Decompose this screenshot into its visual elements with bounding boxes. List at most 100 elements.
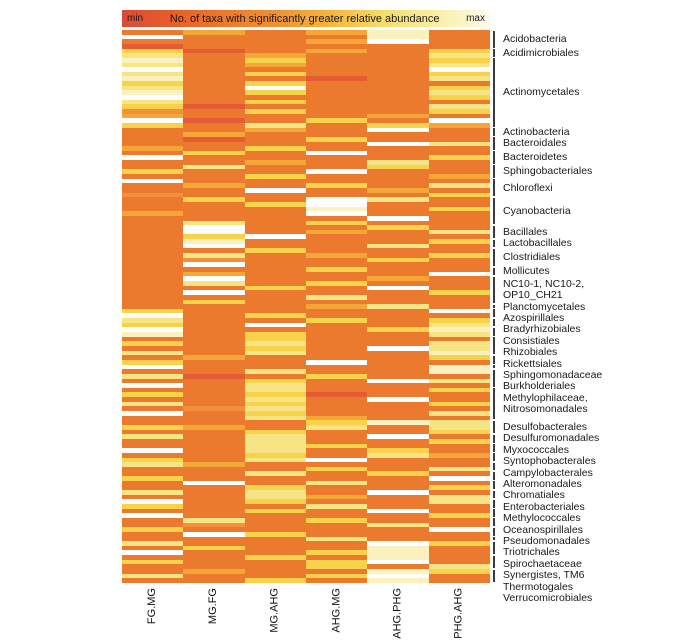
heatmap-cell [244, 480, 306, 486]
heatmap-cell [183, 355, 245, 360]
row-group-tick [493, 318, 495, 327]
heatmap-cell [244, 164, 306, 170]
taxon-group-label: Actinobacteria [503, 125, 570, 138]
taxon-group-label: Actinomycetales [503, 86, 580, 99]
heatmap-cell [183, 206, 245, 212]
heatmap-cell [367, 555, 429, 560]
taxon-group-label: Desulfuromonadales [503, 432, 600, 445]
heatmap-cell [428, 322, 490, 328]
heatmap-cell [305, 169, 368, 175]
heatmap-cell [122, 243, 184, 249]
heatmap-cell [367, 192, 429, 198]
heatmap-cell [305, 517, 368, 523]
heatmap-cell [428, 313, 490, 319]
taxon-group-label: Pseudomonadales [503, 535, 590, 548]
row-group-tick [493, 444, 495, 452]
heatmap-cell [183, 257, 245, 263]
heatmap-cell [183, 104, 245, 109]
heatmap-cell [428, 457, 490, 463]
heatmap-cell [183, 183, 245, 188]
heatmap-cell [183, 220, 245, 226]
heatmap-cell [305, 276, 368, 281]
row-group-tick [493, 58, 495, 127]
heatmap-cell [183, 132, 245, 137]
heatmap-cell [367, 174, 429, 179]
heatmap-cell [305, 174, 368, 179]
heatmap-cell [428, 192, 490, 198]
heatmap-cell [305, 392, 368, 398]
heatmap-cell [428, 197, 490, 202]
heatmap-cell [122, 146, 184, 151]
heatmap-cell [244, 62, 306, 68]
heatmap-cell [367, 401, 429, 407]
heatmap-cell [305, 267, 368, 272]
heatmap-cell [367, 243, 429, 249]
heatmap-cell [244, 257, 306, 263]
heatmap-cell [305, 378, 368, 384]
heatmap-cell [367, 67, 429, 72]
heatmap-cell [428, 420, 490, 425]
heatmap-cell [244, 318, 306, 323]
heatmap-cell [305, 369, 368, 374]
heatmap-cell [367, 406, 429, 412]
heatmap-cell [183, 285, 245, 291]
heatmap-cell [244, 443, 306, 449]
heatmap-cell [305, 364, 368, 370]
heatmap-cell [367, 438, 429, 444]
heatmap-cell [305, 397, 368, 402]
heatmap-cell [183, 397, 245, 402]
taxon-group-label: Chloroflexi [503, 181, 553, 194]
heatmap-cell [428, 545, 490, 551]
heatmap-cell [305, 30, 368, 35]
heatmap-cell [244, 211, 306, 216]
heatmap-cell [428, 229, 490, 235]
heatmap-cell [122, 118, 184, 123]
heatmap-cell [305, 332, 368, 337]
heatmap-cell [122, 248, 184, 254]
heatmap-cell [122, 545, 184, 551]
heatmap-cell [305, 466, 368, 472]
heatmap-cell [428, 90, 490, 96]
heatmap-cell [122, 81, 184, 86]
row-group-tick [493, 30, 495, 48]
heatmap-cell [244, 178, 306, 184]
heatmap-cell [367, 485, 429, 491]
heatmap-cell [428, 327, 490, 333]
heatmap-cell [122, 206, 184, 212]
heatmap-cell [122, 462, 184, 467]
heatmap-cell [183, 350, 245, 356]
row-group-tick [493, 453, 495, 462]
heatmap-cell [122, 71, 184, 77]
heatmap-cell [183, 308, 245, 314]
heatmap-cell [428, 30, 490, 35]
heatmap-cell [305, 359, 368, 365]
heatmap-cell [367, 336, 429, 342]
taxon-group-label: Desulfobacterales [503, 420, 588, 433]
heatmap-cell [122, 76, 184, 82]
heatmap-cell [428, 104, 490, 109]
heatmap-cell [183, 109, 245, 114]
heatmap-cell [367, 239, 429, 244]
heatmap-cell [305, 480, 368, 486]
heatmap-cell [367, 373, 429, 379]
heatmap-cell [183, 322, 245, 328]
heatmap-cell [244, 141, 306, 147]
heatmap-cell [305, 373, 368, 379]
heatmap-cell [428, 178, 490, 184]
heatmap-cell [244, 253, 306, 258]
heatmap-cell [122, 109, 184, 114]
heatmap-cell [305, 513, 368, 518]
heatmap-cell [244, 485, 306, 491]
heatmap-cell [244, 267, 306, 272]
heatmap-cell [122, 308, 184, 314]
heatmap-cell [305, 90, 368, 96]
heatmap-cell [367, 81, 429, 86]
heatmap-cell [183, 276, 245, 281]
heatmap-cell [244, 364, 306, 370]
heatmap-cell [183, 141, 245, 147]
heatmap-cell [183, 239, 245, 244]
heatmap-cell [122, 504, 184, 509]
heatmap-cell [183, 573, 245, 579]
heatmap-cell [428, 438, 490, 444]
